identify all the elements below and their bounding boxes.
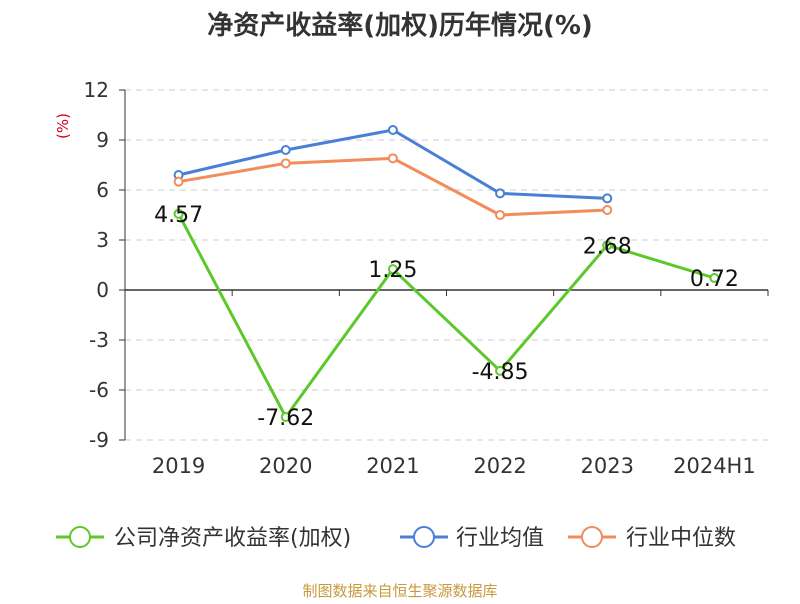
grid-lines	[125, 89, 768, 441]
data-point	[387, 153, 398, 164]
legend-marker	[413, 526, 435, 548]
x-tick-label: 2021	[366, 454, 419, 478]
data-point	[495, 210, 506, 220]
y-tick-label: 6	[96, 178, 109, 202]
y-tick-label: -6	[89, 378, 109, 402]
y-tick-label: -9	[89, 428, 109, 452]
data-label: -7.62	[257, 406, 314, 431]
series-line	[178, 156, 608, 217]
data-label: 4.57	[154, 203, 203, 228]
data-point	[280, 412, 291, 422]
y-tick-label: 9	[96, 128, 109, 152]
data-point	[602, 193, 613, 204]
data-point	[709, 273, 720, 283]
data-point	[387, 125, 398, 135]
y-tick-label: 0	[96, 278, 109, 302]
data-point	[495, 365, 506, 376]
legend-marker	[69, 526, 91, 548]
legend: 公司净资产收益率(加权) 行业均值 行业中位数	[56, 526, 736, 551]
data-label: 2.68	[583, 234, 632, 259]
legend-label: 公司净资产收益率(加权)	[114, 526, 351, 551]
y-tick-label: 12	[84, 78, 109, 102]
chart-title: 净资产收益率(加权)历年情况(%)	[207, 10, 593, 41]
y-tick-label: -3	[89, 328, 109, 352]
data-labels: 4.57 -7.62 1.25 -4.85 2.68 0.72	[154, 203, 739, 431]
data-point	[280, 158, 291, 169]
x-tick-label: 2024H1	[673, 454, 756, 478]
data-point	[173, 176, 184, 187]
data-point	[495, 188, 506, 199]
x-tick-label: 2022	[473, 454, 526, 478]
series-lines	[173, 125, 720, 422]
x-tick-label: 2019	[152, 454, 205, 478]
data-point	[602, 240, 613, 251]
y-tick-label: 3	[96, 228, 109, 252]
y-axis-label: (%)	[54, 113, 72, 139]
series-line	[177, 213, 715, 419]
data-point	[280, 145, 291, 155]
data-label: -4.85	[472, 360, 529, 385]
data-point	[173, 208, 184, 219]
data-label: 0.72	[690, 267, 739, 292]
x-tick-label: 2020	[259, 454, 312, 478]
source-note: 制图数据来自恒生聚源数据库	[302, 582, 497, 600]
legend-label: 行业均值	[456, 526, 544, 551]
legend-marker	[581, 526, 603, 548]
data-point	[387, 264, 398, 275]
x-tick-label: 2023	[581, 454, 634, 478]
data-point	[602, 205, 613, 215]
axes: 12 9 6 3 0 -3 -6 -9 2019 2020 2021 2022 2023 2024H1	[84, 78, 769, 478]
data-label: 1.25	[368, 258, 417, 283]
legend-label: 行业中位数	[626, 526, 736, 551]
